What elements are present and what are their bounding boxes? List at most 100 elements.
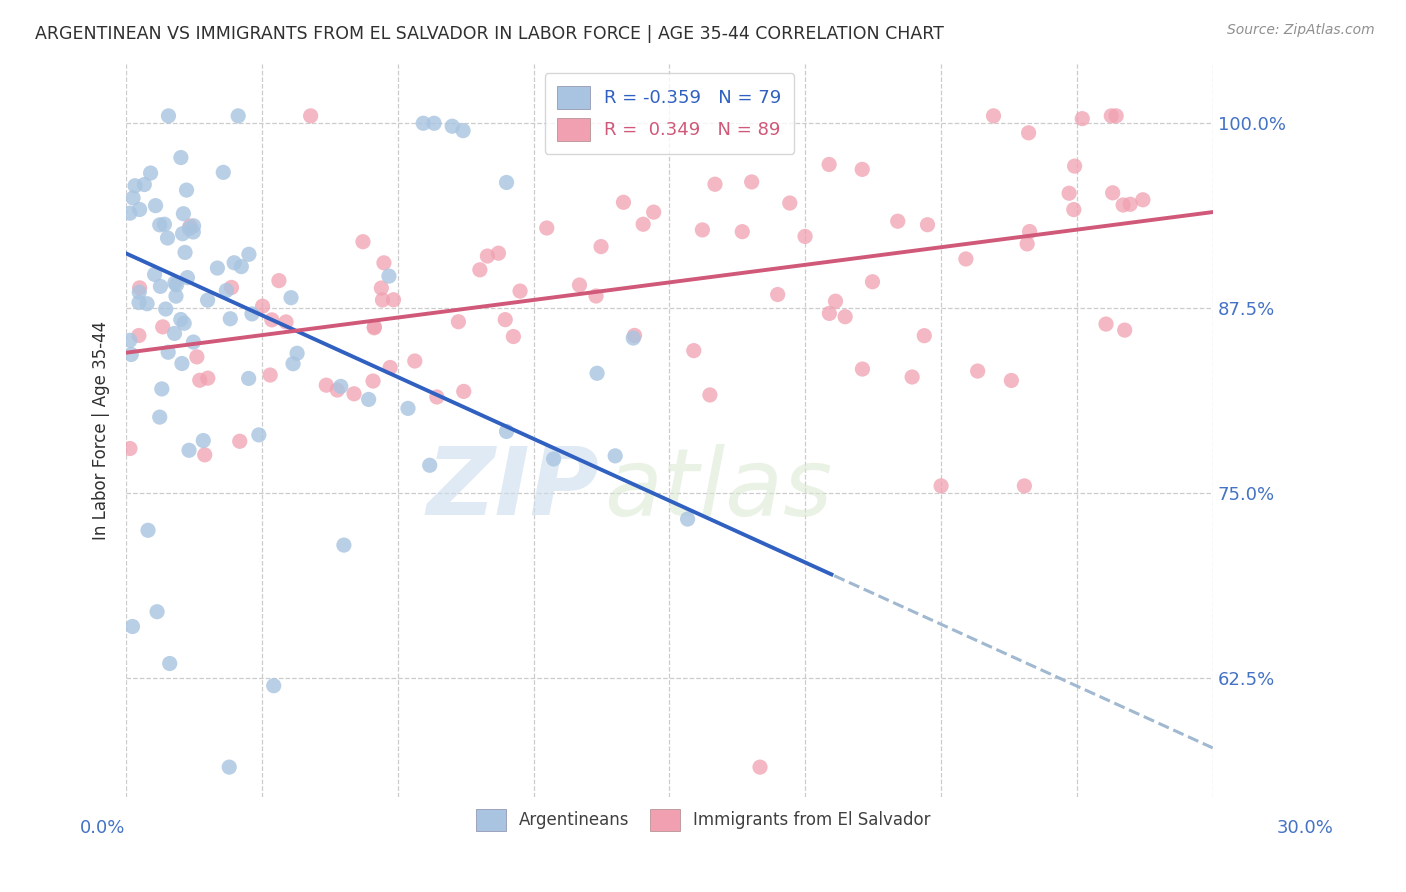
Point bbox=[1071, 112, 1094, 126]
Point bbox=[280, 291, 302, 305]
Point bbox=[149, 279, 172, 293]
Point bbox=[862, 275, 884, 289]
Point bbox=[197, 293, 219, 307]
Text: atlas: atlas bbox=[605, 443, 832, 534]
Point bbox=[371, 293, 394, 307]
Point bbox=[468, 262, 491, 277]
Point bbox=[357, 392, 380, 407]
Point bbox=[419, 458, 441, 473]
Point bbox=[1099, 109, 1122, 123]
Point bbox=[794, 229, 817, 244]
Point bbox=[631, 217, 654, 231]
Point bbox=[156, 231, 179, 245]
Point bbox=[247, 428, 270, 442]
Text: 30.0%: 30.0% bbox=[1277, 819, 1333, 837]
Point bbox=[704, 178, 727, 192]
Point bbox=[682, 343, 704, 358]
Point bbox=[163, 276, 186, 290]
Point bbox=[124, 178, 146, 193]
Point bbox=[134, 178, 156, 192]
Point bbox=[120, 347, 142, 361]
Point bbox=[612, 195, 634, 210]
Point bbox=[252, 299, 274, 313]
Point bbox=[172, 227, 194, 241]
Point bbox=[183, 334, 205, 349]
Point bbox=[983, 109, 1005, 123]
Point bbox=[128, 328, 150, 343]
Point bbox=[451, 123, 474, 137]
Point bbox=[299, 109, 322, 123]
Point bbox=[453, 384, 475, 399]
Point bbox=[1112, 198, 1135, 212]
Point bbox=[741, 175, 763, 189]
Point bbox=[136, 524, 159, 538]
Point bbox=[259, 368, 281, 382]
Point bbox=[605, 449, 627, 463]
Point bbox=[215, 284, 238, 298]
Point bbox=[495, 176, 517, 190]
Point bbox=[929, 479, 952, 493]
Point bbox=[118, 442, 141, 456]
Point bbox=[149, 218, 172, 232]
Point bbox=[155, 301, 177, 316]
Point bbox=[179, 221, 201, 235]
Point bbox=[207, 261, 229, 276]
Text: ZIP: ZIP bbox=[426, 443, 599, 535]
Point bbox=[188, 373, 211, 387]
Point bbox=[172, 207, 194, 221]
Text: Source: ZipAtlas.com: Source: ZipAtlas.com bbox=[1227, 23, 1375, 37]
Point bbox=[193, 434, 215, 448]
Point bbox=[212, 165, 235, 179]
Point bbox=[149, 410, 172, 425]
Point bbox=[676, 512, 699, 526]
Point bbox=[1063, 202, 1085, 217]
Text: 0.0%: 0.0% bbox=[80, 819, 125, 837]
Point bbox=[818, 157, 841, 171]
Point bbox=[543, 452, 565, 467]
Point bbox=[231, 260, 253, 274]
Point bbox=[170, 151, 193, 165]
Point bbox=[1105, 109, 1128, 123]
Point bbox=[136, 297, 159, 311]
Point bbox=[186, 350, 208, 364]
Point bbox=[183, 219, 205, 233]
Point bbox=[966, 364, 988, 378]
Point bbox=[176, 183, 198, 197]
Point bbox=[363, 321, 385, 335]
Point bbox=[157, 109, 180, 123]
Point bbox=[174, 245, 197, 260]
Y-axis label: In Labor Force | Age 35-44: In Labor Force | Age 35-44 bbox=[93, 321, 110, 540]
Point bbox=[955, 252, 977, 266]
Point bbox=[699, 388, 721, 402]
Point bbox=[731, 225, 754, 239]
Point bbox=[441, 120, 464, 134]
Point bbox=[146, 605, 169, 619]
Point bbox=[1018, 225, 1040, 239]
Point bbox=[1057, 186, 1080, 201]
Point bbox=[224, 256, 246, 270]
Point bbox=[263, 679, 285, 693]
Point bbox=[585, 289, 607, 303]
Point bbox=[173, 316, 195, 330]
Point bbox=[143, 268, 166, 282]
Point bbox=[404, 354, 426, 368]
Point bbox=[159, 657, 181, 671]
Point bbox=[818, 306, 841, 320]
Point bbox=[1119, 197, 1142, 211]
Point bbox=[1018, 126, 1040, 140]
Point bbox=[749, 760, 772, 774]
Point bbox=[226, 109, 249, 123]
Point bbox=[240, 307, 263, 321]
Point bbox=[382, 293, 405, 307]
Point bbox=[370, 281, 392, 295]
Point bbox=[361, 374, 384, 388]
Point bbox=[157, 345, 180, 359]
Point bbox=[1101, 186, 1123, 200]
Point bbox=[274, 315, 297, 329]
Point bbox=[643, 205, 665, 219]
Point bbox=[315, 378, 337, 392]
Point bbox=[621, 331, 644, 345]
Point bbox=[477, 249, 499, 263]
Point bbox=[1014, 479, 1036, 493]
Point bbox=[373, 256, 395, 270]
